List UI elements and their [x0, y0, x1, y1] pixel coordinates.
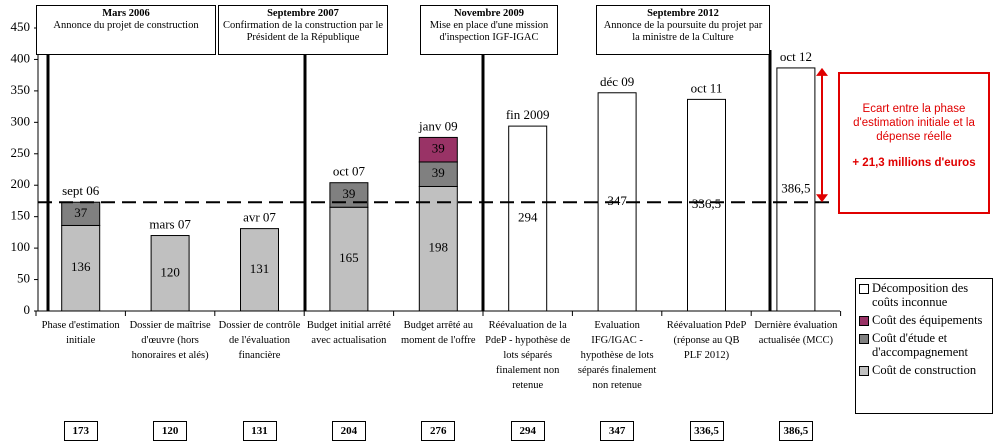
- legend-swatch: [859, 334, 869, 344]
- value-label: 131: [250, 261, 270, 276]
- x-tick-label: Dossier de maîtrise d'œuvre (hors honora…: [129, 320, 211, 361]
- value-label: 198: [429, 240, 449, 255]
- x-tick-label: Evaluation IFG/IGAC - hypothèse de lots …: [577, 320, 657, 391]
- x-tick-label: Dossier de contrôle de l'évaluation fina…: [218, 320, 301, 361]
- bar: [418, 136, 458, 163]
- bar-date-label: oct 11: [691, 80, 723, 95]
- event-text: Mise en place d'une mission d'inspection…: [429, 20, 549, 43]
- x-tick-label: Réévaluation de la PdeP - hypothèse de l…: [485, 320, 571, 391]
- bar-date-label: avr 07: [243, 210, 276, 225]
- event-date: Septembre 2012: [647, 8, 719, 19]
- event-date: Septembre 2007: [267, 8, 339, 19]
- legend-label: Coût des équipements: [872, 313, 983, 327]
- total-box: 386,5: [778, 421, 813, 441]
- bar-date-label: sept 06: [62, 183, 100, 198]
- value-label: 347: [607, 193, 627, 208]
- bar-date-label: oct 07: [333, 164, 366, 179]
- annotation-box: Ecart entre la phase d'estimation initia…: [838, 72, 990, 214]
- value-label: 37: [74, 205, 88, 220]
- legend-label: Coût de construction: [872, 363, 977, 377]
- x-tick-label: Budget arrêté au moment de l'offre: [401, 320, 476, 346]
- x-tick-label: Phase d'estimation initiale: [41, 320, 120, 346]
- bar: [418, 161, 458, 187]
- x-tick-label: Réévaluation PdeP (réponse au QB PLF 201…: [666, 320, 747, 361]
- value-label: 386,5: [781, 180, 810, 195]
- y-tick-label: 450: [11, 19, 31, 34]
- total-box: 131: [242, 421, 277, 441]
- event-text: Confirmation de la construction par le P…: [222, 20, 384, 43]
- y-tick-label: 100: [11, 239, 31, 254]
- x-tick-label: Budget initial arrêté avec actualisation: [306, 320, 391, 346]
- x-tick-label: Dernière évaluation actualisée (MCC): [754, 320, 838, 346]
- y-tick-label: 50: [17, 271, 30, 286]
- bar: [687, 98, 726, 312]
- bar: [776, 67, 816, 312]
- value-label: 294: [518, 210, 538, 225]
- bar-date-label: fin 2009: [506, 107, 550, 122]
- legend-item: Décomposition des coûts inconnue: [859, 281, 989, 309]
- legend-item: Coût d'étude et d'accompagnement: [859, 331, 989, 359]
- value-label: 136: [71, 259, 91, 274]
- y-tick-label: 400: [11, 50, 31, 65]
- total-box: 294: [510, 421, 545, 441]
- bar-date-label: janv 09: [418, 118, 458, 133]
- event-box: Mars 2006 Annonce du projet de constructi…: [36, 5, 216, 55]
- value-label: 39: [432, 141, 445, 156]
- total-box: 276: [421, 421, 456, 441]
- legend: Décomposition des coûts inconnue Coût des…: [855, 278, 993, 414]
- total-box: 173: [63, 421, 98, 441]
- annotation-text: Ecart entre la phase d'estimation initia…: [853, 103, 975, 143]
- bar-date-label: oct 12: [780, 49, 812, 64]
- legend-item: Coût des équipements: [859, 313, 989, 327]
- event-box: Septembre 2007 Confirmation de la constru…: [218, 5, 388, 55]
- total-box: 347: [600, 421, 635, 441]
- value-label: 120: [160, 264, 180, 279]
- y-tick-label: 350: [11, 82, 31, 97]
- bar: [418, 185, 458, 312]
- y-tick-label: 0: [24, 302, 31, 317]
- total-box: 120: [153, 421, 188, 441]
- value-label: 39: [432, 165, 445, 180]
- event-box: Novembre 2009 Mise en place d'une mission…: [420, 5, 558, 55]
- value-label: 165: [339, 250, 359, 265]
- y-tick-label: 250: [11, 145, 31, 160]
- bar-date-label: mars 07: [149, 217, 191, 232]
- legend-item: Coût de construction: [859, 363, 989, 377]
- annotation-highlight: + 21,3 millions d'euros: [852, 157, 976, 169]
- total-box: 336,5: [689, 421, 724, 441]
- event-text: Annonce de la poursuite du projet par la…: [603, 20, 763, 43]
- value-label: 39: [342, 186, 355, 201]
- bar: [508, 125, 548, 312]
- legend-label: Coût d'étude et d'accompagnement: [872, 331, 968, 359]
- y-tick-label: 200: [11, 176, 31, 191]
- legend-swatch: [859, 366, 869, 376]
- bar: [150, 235, 190, 312]
- legend-label: Décomposition des coûts inconnue: [872, 281, 969, 309]
- legend-swatch: [859, 284, 869, 294]
- bar-date-label: déc 09: [600, 74, 634, 89]
- legend-swatch: [859, 316, 869, 326]
- y-tick-label: 150: [11, 208, 31, 223]
- event-date: Novembre 2009: [453, 8, 525, 19]
- event-text: Annonce du projet de construction: [53, 20, 199, 31]
- event-date: Mars 2006: [102, 8, 150, 19]
- event-box: Septembre 2012 Annonce de la poursuite du…: [596, 5, 770, 55]
- bar: [329, 206, 369, 312]
- total-box: 204: [331, 421, 366, 441]
- value-label: 336,5: [692, 196, 721, 211]
- y-tick-label: 300: [11, 113, 31, 128]
- bar: [240, 228, 279, 312]
